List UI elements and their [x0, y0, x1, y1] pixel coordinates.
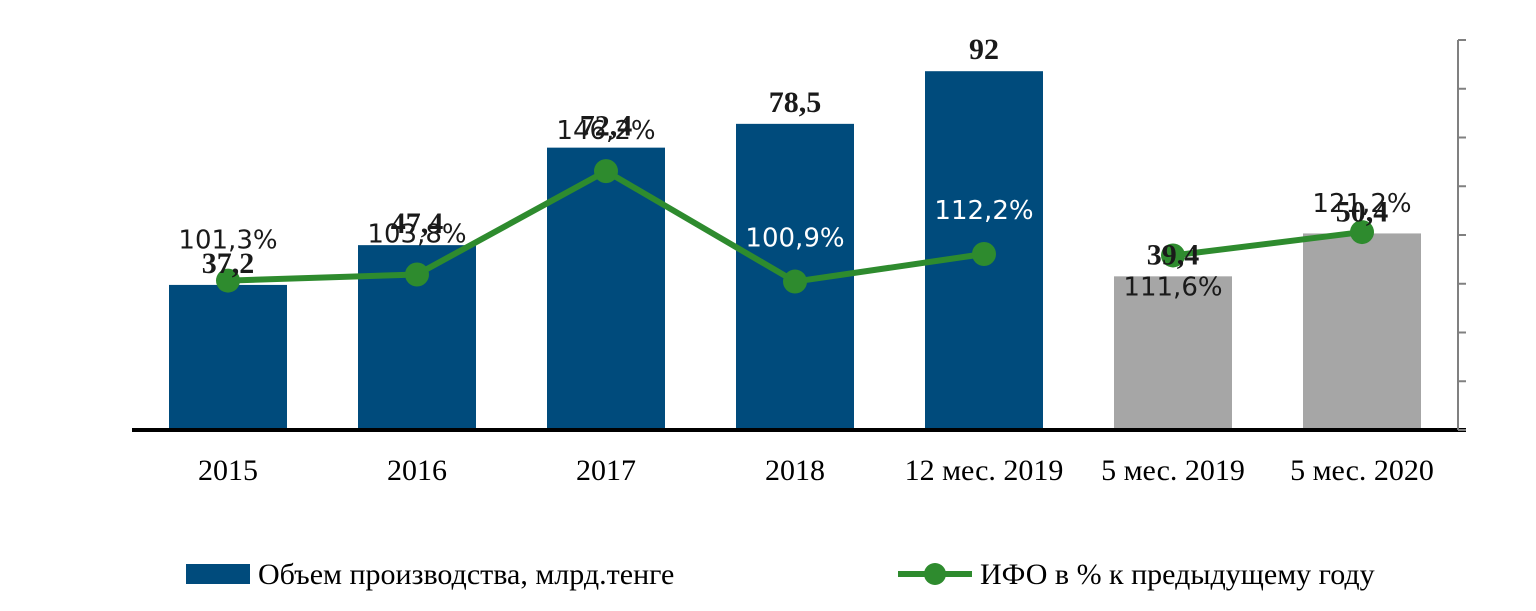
- line-point-2: [594, 159, 618, 184]
- axes: [132, 39, 1466, 432]
- bar-value-label-1: 47,4: [391, 207, 444, 240]
- line-value-label-3: 100,9%: [745, 224, 844, 254]
- legend: Объем производства, млрд.тенге ИФО в % к…: [186, 558, 1375, 591]
- bar-6: [1303, 233, 1421, 430]
- bar-0: [169, 284, 287, 430]
- line-data-labels: 101,3% 103,8% 146,2% 100,9% 112,2% 111,6% 121,…: [178, 116, 1411, 302]
- category-label-1: 2016: [387, 454, 447, 487]
- line-value-label-5: 111,6%: [1123, 272, 1222, 302]
- bar-value-label-5: 39,4: [1147, 238, 1200, 271]
- line-point-6: [1350, 220, 1374, 245]
- line-point-3: [783, 269, 807, 294]
- legend-line-label: ИФО в % к предыдущему году: [980, 558, 1375, 591]
- line-series: [216, 159, 1374, 294]
- category-label-4: 12 мес. 2019: [905, 454, 1064, 487]
- category-label-6: 5 мес. 2020: [1290, 454, 1434, 487]
- line-value-label-6: 121,2%: [1312, 189, 1411, 219]
- line-value-label-1: 103,8%: [367, 219, 466, 249]
- bar-value-label-0: 37,2: [202, 247, 255, 280]
- bar-value-label-2: 72,4: [580, 110, 633, 143]
- line-value-label-4: 112,2%: [934, 196, 1033, 226]
- bar-2: [547, 147, 665, 430]
- category-label-0: 2015: [198, 454, 258, 487]
- category-label-5: 5 мес. 2019: [1101, 454, 1245, 487]
- line-value-label-0: 101,3%: [178, 226, 277, 256]
- legend-line-marker: [924, 563, 946, 585]
- bar-value-label-4: 92: [969, 33, 999, 66]
- line-value-label-2: 146,2%: [556, 116, 655, 146]
- line-point-1: [405, 262, 429, 287]
- legend-bar-label: Объем производства, млрд.тенге: [258, 558, 674, 591]
- line-point-0: [216, 268, 240, 293]
- bar-value-label-6: 50,4: [1336, 195, 1389, 228]
- bar-value-label-3: 78,5: [769, 86, 822, 119]
- line-point-5: [1161, 243, 1185, 268]
- bar-5: [1114, 276, 1232, 430]
- category-labels: 2015 2016 2017 2018 12 мес. 2019 5 мес. 2019 5…: [198, 454, 1434, 487]
- line-point-4: [972, 242, 996, 267]
- bar-data-labels: 37,2 47,4 72,4 78,5 92 39,4 50,4: [202, 33, 1389, 280]
- category-label-2: 2017: [576, 454, 636, 487]
- legend-bar-swatch: [186, 564, 250, 584]
- line-segment-1: [1172, 229, 1363, 259]
- category-label-3: 2018: [765, 454, 825, 487]
